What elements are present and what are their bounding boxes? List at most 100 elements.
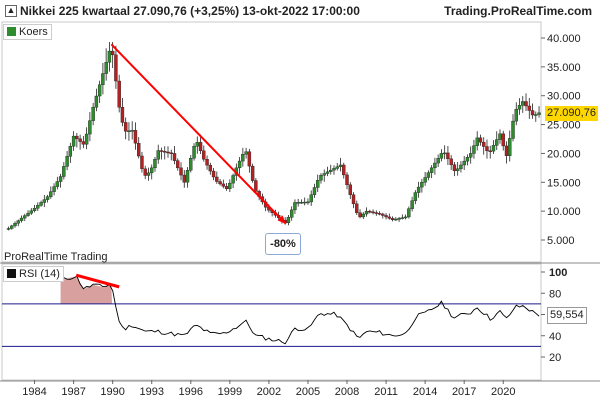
xtick-label: 1993 [139, 386, 163, 398]
price-ytick-label: 25.000 [547, 120, 581, 132]
candle-body [244, 151, 248, 155]
candle-body [498, 133, 502, 140]
candle-body [254, 180, 258, 192]
candle-body [495, 139, 499, 146]
rsi-ytick-label: 100 [549, 267, 567, 279]
collapse-icon[interactable]: ▲ [5, 5, 17, 17]
candle-body [309, 194, 313, 203]
brand-label[interactable]: Trading.ProRealTime.com [444, 4, 592, 18]
price-ytick-label: 15.000 [547, 177, 581, 189]
candle-body [192, 146, 196, 159]
candle-body [195, 142, 199, 147]
candle-body [6, 228, 11, 230]
candle-body [381, 213, 385, 216]
candle-body [228, 182, 232, 189]
candle-body [355, 203, 359, 213]
candle-body [130, 130, 134, 132]
candle-body [52, 186, 56, 192]
candle-body [81, 141, 86, 145]
candle-body [394, 218, 398, 221]
candle-body [153, 158, 157, 169]
candle-body [169, 152, 173, 154]
candle-body [208, 164, 213, 172]
drawdown-arrowhead [277, 215, 286, 224]
candle-body [335, 166, 339, 169]
candle-body [488, 150, 492, 153]
rsi-line [60, 275, 540, 345]
candle-body [299, 201, 304, 204]
candle-body [91, 107, 95, 121]
candle-body [293, 202, 297, 211]
candle-body [521, 101, 525, 106]
candle-body [478, 137, 483, 143]
candle-body [36, 205, 40, 209]
candle-body [26, 212, 30, 216]
candle-body [88, 120, 92, 135]
candle-body [68, 146, 73, 157]
price-ytick-label: 10.000 [547, 206, 581, 218]
rsi-panel-frame [1, 263, 542, 381]
price-ytick-label: 30.000 [547, 91, 581, 103]
rsi-legend-label: RSI (14) [19, 268, 60, 280]
candle-body [39, 202, 43, 206]
candle-body [446, 152, 450, 160]
candle-body [410, 200, 414, 209]
candle-body [62, 166, 66, 177]
candle-body [420, 182, 424, 188]
candle-body [348, 184, 352, 195]
candle-body [29, 210, 33, 214]
xtick-label: 1987 [61, 386, 85, 398]
candle-body [137, 142, 141, 157]
candle-body [172, 153, 177, 161]
candlestick-icon [7, 27, 16, 36]
candle-body [377, 213, 382, 215]
candle-body [514, 108, 518, 122]
candle-body [403, 216, 408, 219]
candle-body [127, 130, 131, 133]
rsi-ytick-label: 40 [549, 331, 561, 343]
price-ytick-label: 20.000 [547, 148, 581, 160]
xtick-label: 2011 [374, 386, 398, 398]
candle-body [439, 153, 444, 159]
rsi-ytick-label: 80 [549, 288, 561, 300]
candle-body [468, 153, 473, 158]
candle-body [140, 155, 144, 170]
rsi-legend[interactable]: RSI (14) [3, 266, 64, 282]
candle-body [482, 141, 486, 147]
candle-body [55, 181, 60, 187]
drawdown-arrow [110, 43, 287, 225]
candle-body [218, 181, 222, 185]
candle-body [120, 107, 125, 123]
price-legend[interactable]: Koers [3, 24, 52, 40]
candle-body [101, 73, 105, 85]
candle-body [537, 112, 541, 115]
drawdown-annotation: -80% [265, 233, 301, 255]
xtick-label: 2002 [257, 386, 281, 398]
xtick-label: 2008 [335, 386, 359, 398]
candle-body [491, 145, 496, 152]
xtick-label: 1999 [218, 386, 242, 398]
rsi-overbought-fill [60, 276, 113, 304]
price-ytick-label: 5.000 [547, 235, 575, 247]
candle-body [475, 137, 479, 146]
candle-body [384, 215, 388, 218]
candle-body [316, 180, 320, 188]
candle-body [202, 150, 206, 160]
last-rsi-tag: 59,554 [547, 307, 587, 324]
candle-body [84, 133, 89, 145]
candle-body [286, 217, 291, 223]
candle-body [107, 50, 112, 63]
candle-body [329, 169, 333, 173]
candle-body [296, 202, 300, 204]
candle-body [426, 172, 431, 178]
candle-body [436, 158, 440, 164]
candle-body [114, 54, 118, 82]
candle-body [527, 105, 531, 111]
candle-body [319, 175, 323, 181]
candle-body [306, 201, 310, 204]
candle-body [517, 105, 522, 110]
rsi-ytick-label: 20 [549, 352, 561, 364]
candle-body [472, 145, 476, 154]
candle-body [361, 213, 365, 218]
